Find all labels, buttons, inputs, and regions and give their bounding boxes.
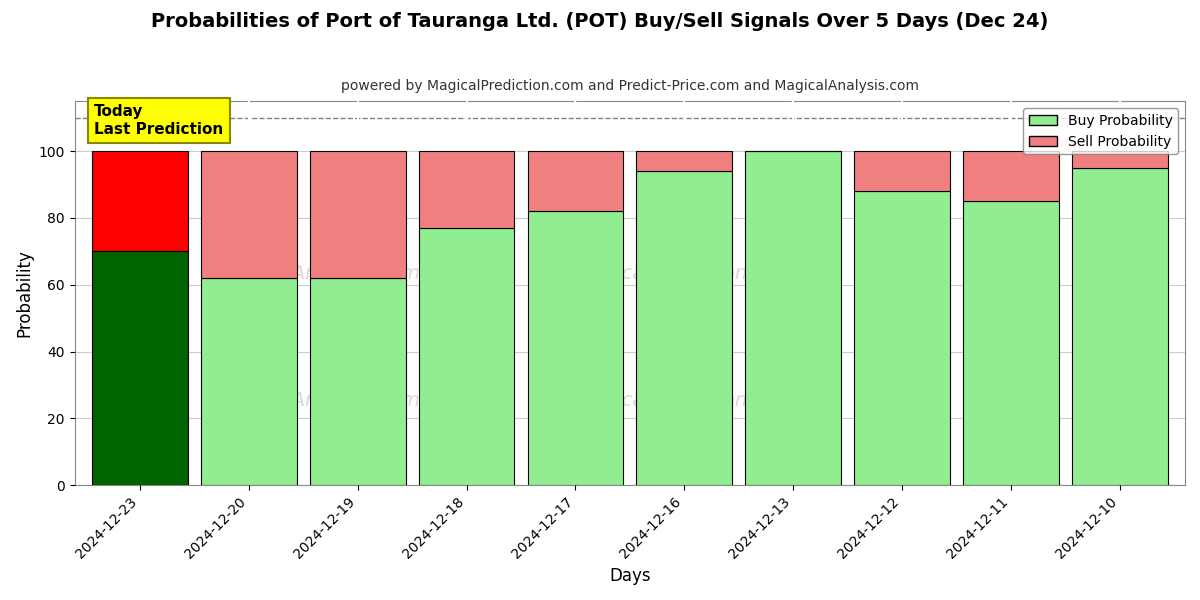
Text: Today
Last Prediction: Today Last Prediction [95,104,223,137]
Legend: Buy Probability, Sell Probability: Buy Probability, Sell Probability [1024,108,1178,154]
Text: Probabilities of Port of Tauranga Ltd. (POT) Buy/Sell Signals Over 5 Days (Dec 2: Probabilities of Port of Tauranga Ltd. (… [151,12,1049,31]
Text: MagicalAnalysis.com: MagicalAnalysis.com [217,391,420,410]
Bar [962,201,1058,485]
Bar [200,278,296,485]
Bar [92,251,188,485]
Bar [200,151,296,278]
Bar [745,151,841,485]
Text: MagicalAnalysis.com: MagicalAnalysis.com [217,265,420,283]
Bar [528,211,623,485]
Bar [1072,168,1168,485]
Bar [419,228,515,485]
Bar [528,151,623,211]
Bar [636,171,732,485]
Bar [1072,151,1168,168]
Text: MagicalPrediction.com: MagicalPrediction.com [575,265,796,283]
Bar [310,151,406,278]
Title: powered by MagicalPrediction.com and Predict-Price.com and MagicalAnalysis.com: powered by MagicalPrediction.com and Pre… [341,79,919,93]
Bar [419,151,515,228]
X-axis label: Days: Days [610,567,650,585]
Bar [636,151,732,171]
Bar [310,278,406,485]
Bar [854,151,950,191]
Bar [92,151,188,251]
Bar [962,151,1058,201]
Text: MagicalPrediction.com: MagicalPrediction.com [575,391,796,410]
Bar [854,191,950,485]
Y-axis label: Probability: Probability [16,249,34,337]
